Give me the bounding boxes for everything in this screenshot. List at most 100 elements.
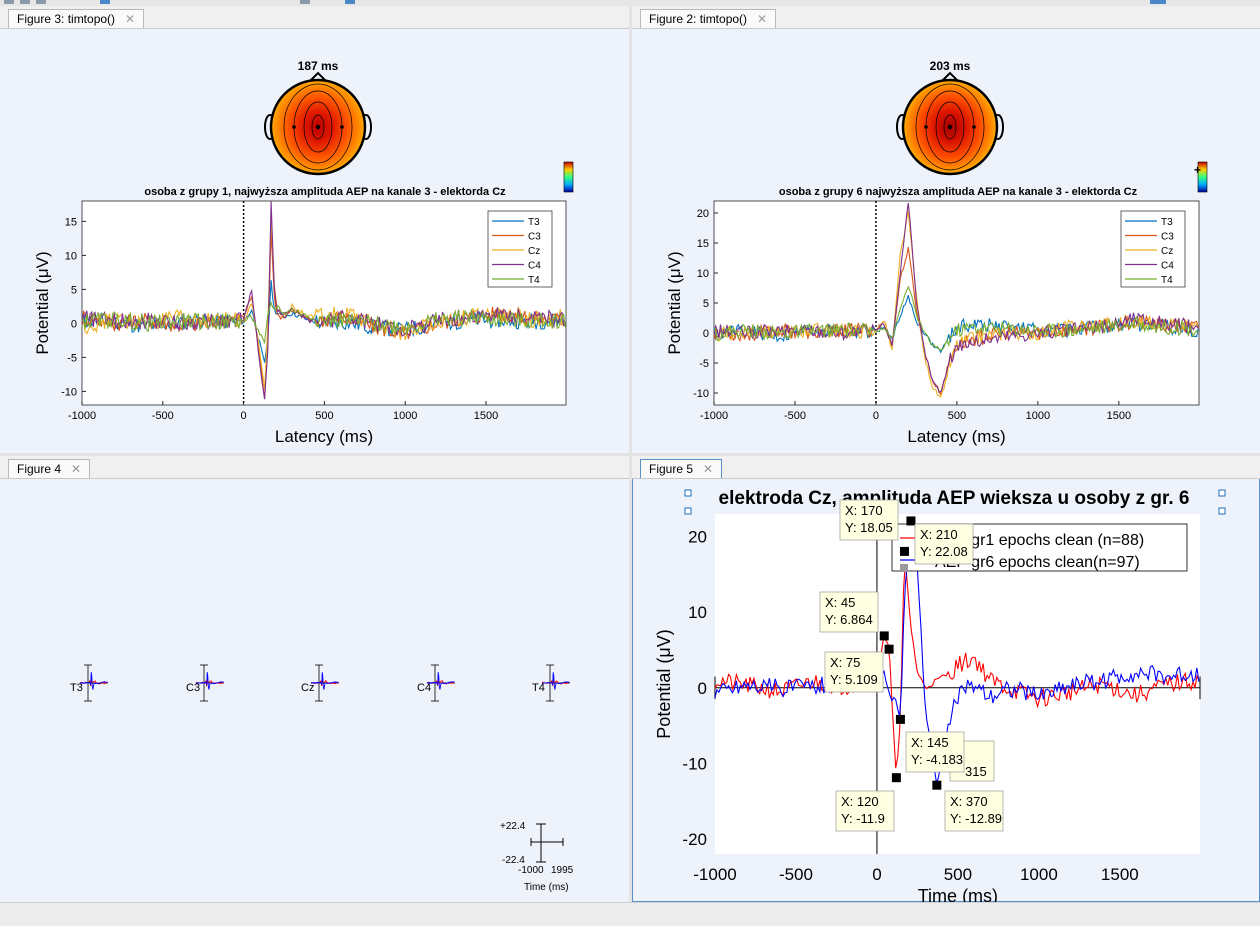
tab-figure-4[interactable]: Figure 4 ✕	[8, 459, 91, 478]
figure-3-tabstrip: Figure 3: timtopo() ✕	[0, 6, 629, 29]
colorbar-plus-label: +	[1194, 163, 1201, 177]
y-axis-label: Potential (μV)	[33, 251, 52, 354]
legend-entry: T3	[1161, 217, 1173, 228]
selection-handle	[684, 489, 692, 497]
datatip-x: X: 120	[841, 794, 879, 809]
x-tick-label: -1000	[693, 865, 736, 884]
mini-trace	[310, 672, 339, 690]
series-line-c4	[713, 203, 1199, 393]
plot-area	[713, 200, 1200, 406]
datatip-x: X: 45	[825, 595, 855, 610]
x-tick-label: 1500	[474, 410, 498, 422]
y-axis-label: Potential (μV)	[665, 251, 684, 354]
erp-axes[interactable]: -1000 -500 0 500 1000 1500 -10 -5 0 5 10 15 20 Latenc…	[665, 200, 1200, 446]
legend-entry: C3	[528, 232, 541, 243]
y-tick-label: 0	[71, 318, 77, 330]
x-tick-label: 0	[241, 410, 247, 422]
x-tick-label: 1500	[1101, 865, 1139, 884]
channel-mini-plots: T3 C3 Cz C4 T4	[70, 664, 570, 702]
scale-cross	[530, 823, 564, 863]
datatip-x: X: 210	[920, 527, 958, 542]
datatip-marker	[879, 631, 889, 641]
legend-entry: C4	[528, 261, 541, 272]
mini-trace	[79, 672, 108, 690]
toolbar-button[interactable]	[4, 0, 14, 4]
selection-handle	[684, 507, 692, 515]
figure-4-tabstrip: Figure 4 ✕	[0, 456, 629, 479]
datatip-x: X: 75	[830, 655, 860, 670]
scale-bottom-label: -22.4	[502, 855, 525, 866]
y-tick-label: 20	[697, 208, 709, 220]
datatip: X: 210 Y: 22.08	[914, 523, 974, 565]
toolbar-button[interactable]	[100, 0, 110, 4]
toolbar-strip	[0, 0, 1260, 6]
tab-figure-2[interactable]: Figure 2: timtopo() ✕	[640, 9, 777, 28]
close-icon[interactable]: ✕	[703, 462, 714, 476]
close-icon[interactable]: ✕	[125, 12, 136, 26]
figure-5-tabstrip: Figure 5 ✕	[632, 456, 1260, 479]
channel-mini-plot: T3	[70, 664, 108, 702]
legend-entry: AEP gr6 epochs clean(n=97)	[935, 554, 1140, 571]
grand-average-axes[interactable]: -1000 -500 0 500 1000 1500 -20 -10 0 10 20 Potentia…	[654, 488, 1226, 902]
datatip-y: Y: -4.183	[911, 752, 963, 767]
y-tick-label: 5	[71, 284, 77, 296]
tab-figure-3[interactable]: Figure 3: timtopo() ✕	[8, 9, 145, 28]
y-tick-label: 10	[688, 603, 707, 622]
y-tick-label: 5	[703, 298, 709, 310]
legend-entry: C4	[1161, 261, 1174, 272]
datatip-x: X: 370	[950, 794, 988, 809]
legend-entry: T4	[1161, 275, 1173, 286]
toolbar-button[interactable]	[1150, 0, 1166, 4]
tab-figure-5[interactable]: Figure 5 ✕	[640, 459, 723, 478]
y-tick-label: 10	[697, 268, 709, 280]
datatip-y: Y: 5.109	[830, 672, 878, 687]
topo-latency-label: 203 ms	[930, 59, 971, 73]
legend-entry: C3	[1161, 232, 1174, 243]
time-axis-label: Time (ms)	[524, 882, 569, 893]
figure-5-canvas[interactable]: -1000 -500 0 500 1000 1500 -20 -10 0 10 20 Potentia…	[632, 479, 1260, 902]
series-line-t4	[81, 300, 566, 345]
legend-entry: T4	[528, 275, 540, 286]
x-tick-label: -500	[779, 865, 813, 884]
datatip-fragment: 315	[965, 764, 987, 779]
y-tick-label: 20	[688, 528, 707, 547]
datatip: X: 170 Y: 18.05	[839, 499, 899, 541]
datatip-marker	[932, 780, 942, 790]
scale-xmax-label: 1995	[551, 865, 574, 876]
y-axis-label: Potential (μV)	[654, 629, 674, 738]
horizontal-splitter[interactable]	[0, 453, 1260, 456]
datatip: X: 145 Y: -4.183	[905, 731, 965, 773]
x-axis-label: Latency (ms)	[907, 427, 1005, 446]
figure-3-canvas[interactable]: 187 ms osoba z grupy 1, najwyższa amplit…	[0, 29, 629, 453]
datatip-marker	[895, 714, 905, 724]
x-tick-label: 500	[315, 410, 333, 422]
toolbar-button[interactable]	[300, 0, 310, 4]
figure-4-canvas[interactable]: T3 C3 Cz C4 T4 +22.4 -22.4 -1000 1995 Time (…	[0, 479, 629, 902]
datatip-marker	[899, 546, 909, 556]
channel-label: Cz	[301, 682, 314, 694]
topo-head-map	[896, 71, 1004, 176]
datatip-box	[824, 651, 884, 693]
y-tick-label: -5	[699, 358, 709, 370]
x-tick-label: 1000	[1026, 410, 1050, 422]
toolbar-button[interactable]	[345, 0, 355, 4]
toolbar-button[interactable]	[20, 0, 30, 4]
datatip-y: Y: 6.864	[825, 612, 873, 627]
datatip-x: X: 170	[845, 503, 883, 518]
figure-5-panel: Figure 5 ✕ -1000 -500 0 500 1000 1500 -20 -10 0 1…	[632, 456, 1260, 902]
y-tick-label: -10	[693, 388, 709, 400]
figure-2-panel: Figure 2: timtopo() ✕ 203 ms	[632, 6, 1260, 453]
x-tick-label: -1000	[700, 410, 728, 422]
figure-2-canvas[interactable]: 203 ms + osoba z grupy 6 najwyższa ampli…	[632, 29, 1260, 453]
colorbar	[1197, 161, 1208, 193]
close-icon[interactable]: ✕	[757, 12, 768, 26]
close-icon[interactable]: ✕	[71, 462, 82, 476]
x-tick-label: 500	[948, 410, 966, 422]
x-tick-label: 1500	[1107, 410, 1131, 422]
toolbar-button[interactable]	[36, 0, 46, 4]
y-tick-label: 0	[703, 328, 709, 340]
erp-axes[interactable]: -1000 -500 0 500 1000 1500 -10 -5 0 5 10 15 Latency …	[33, 200, 567, 446]
selection-handle	[1218, 489, 1226, 497]
legend-box	[487, 210, 553, 288]
datatip-marker	[906, 516, 916, 526]
